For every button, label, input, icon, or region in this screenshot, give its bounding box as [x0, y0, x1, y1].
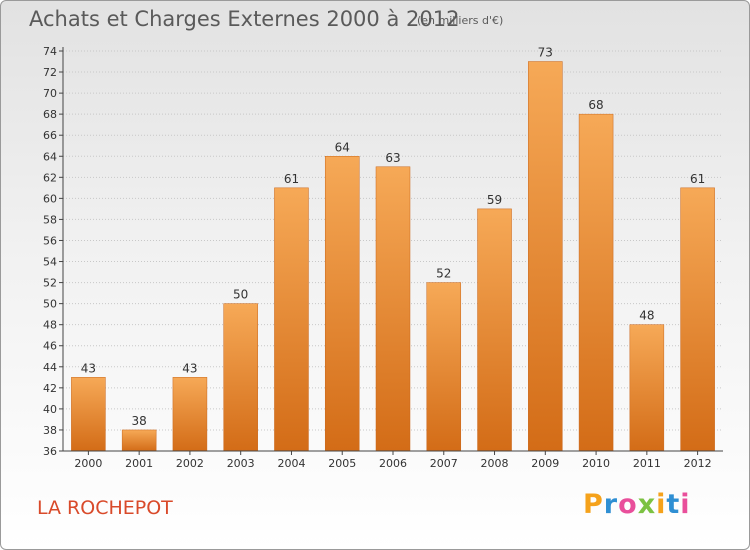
commune-name: LA ROCHEPOT — [37, 497, 173, 519]
axes — [59, 47, 723, 455]
x-tick-label: 2012 — [684, 457, 712, 470]
y-tick-label: 58 — [43, 213, 57, 226]
x-tick-label: 2011 — [633, 457, 661, 470]
proxiti-logo: Proxiti — [583, 489, 691, 520]
logo-letter: i — [656, 489, 667, 520]
bar — [172, 377, 208, 452]
bar — [375, 166, 411, 452]
bar — [223, 303, 258, 452]
logo-letter: x — [637, 489, 657, 520]
bar-value-label: 43 — [182, 361, 197, 375]
x-tick-label: 2008 — [481, 457, 509, 470]
bar — [680, 187, 715, 452]
x-tick-label: 2005 — [328, 457, 356, 470]
bar — [477, 208, 512, 452]
y-tick-label: 56 — [43, 234, 57, 247]
logo-letter: t — [666, 489, 681, 520]
bar-value-label: 48 — [639, 309, 654, 323]
bar — [71, 377, 106, 452]
x-tick-label: 2006 — [379, 457, 407, 470]
y-tick-label: 48 — [43, 319, 57, 332]
bar-value-label: 63 — [385, 151, 400, 165]
bar-value-label: 43 — [81, 361, 96, 375]
bar — [528, 61, 563, 452]
bar-value-label: 38 — [132, 414, 147, 428]
y-tick-label: 46 — [43, 340, 57, 353]
y-tick-label: 36 — [43, 445, 57, 458]
chart-units: (en milliers d'€) — [417, 14, 504, 27]
y-tick-label: 60 — [43, 192, 57, 205]
x-tick-label: 2000 — [74, 457, 102, 470]
bar — [274, 187, 309, 452]
y-tick-label: 70 — [43, 87, 57, 100]
y-tick-label: 38 — [43, 424, 57, 437]
y-tick-label: 52 — [43, 277, 57, 290]
x-tick-label: 2007 — [430, 457, 458, 470]
logo-letter: o — [618, 489, 638, 520]
x-tick-label: 2002 — [176, 457, 204, 470]
x-tick-label: 2010 — [582, 457, 610, 470]
y-tick-label: 68 — [43, 108, 57, 121]
y-tick-label: 74 — [43, 45, 57, 58]
y-tick-label: 66 — [43, 129, 57, 142]
logo-letter: i — [680, 489, 691, 520]
bar-value-label: 73 — [538, 46, 553, 60]
bar — [629, 324, 665, 452]
bar — [578, 113, 614, 452]
x-tick-label: 2004 — [277, 457, 305, 470]
bar-value-label: 61 — [284, 172, 299, 186]
x-tick-label: 2001 — [125, 457, 153, 470]
labels: 36 38 40 42 44 46 48 50 52 54 56 58 60 62 64 66 68 70 72 74… — [43, 45, 712, 470]
y-tick-label: 50 — [43, 298, 57, 311]
bar-value-label: 52 — [436, 267, 451, 281]
bar — [426, 282, 462, 452]
bar-value-label: 59 — [487, 193, 502, 207]
bar-value-label: 61 — [690, 172, 705, 186]
y-tick-label: 40 — [43, 403, 57, 416]
bar-value-label: 68 — [588, 98, 603, 112]
bar-value-label: 50 — [233, 288, 248, 302]
logo-letter: r — [603, 489, 619, 520]
bars — [71, 61, 715, 452]
y-tick-label: 64 — [43, 150, 57, 163]
x-tick-label: 2009 — [531, 457, 559, 470]
bar-value-label: 64 — [335, 140, 350, 154]
chart-title: Achats et Charges Externes 2000 à 2012 — [29, 7, 460, 31]
x-tick-label: 2003 — [227, 457, 255, 470]
y-tick-label: 62 — [43, 171, 57, 184]
y-tick-label: 54 — [43, 256, 57, 269]
y-tick-label: 44 — [43, 361, 57, 374]
bar — [324, 156, 360, 452]
logo-letter: P — [583, 489, 604, 520]
bar — [121, 429, 157, 452]
y-tick-label: 42 — [43, 382, 57, 395]
y-tick-label: 72 — [43, 66, 57, 79]
